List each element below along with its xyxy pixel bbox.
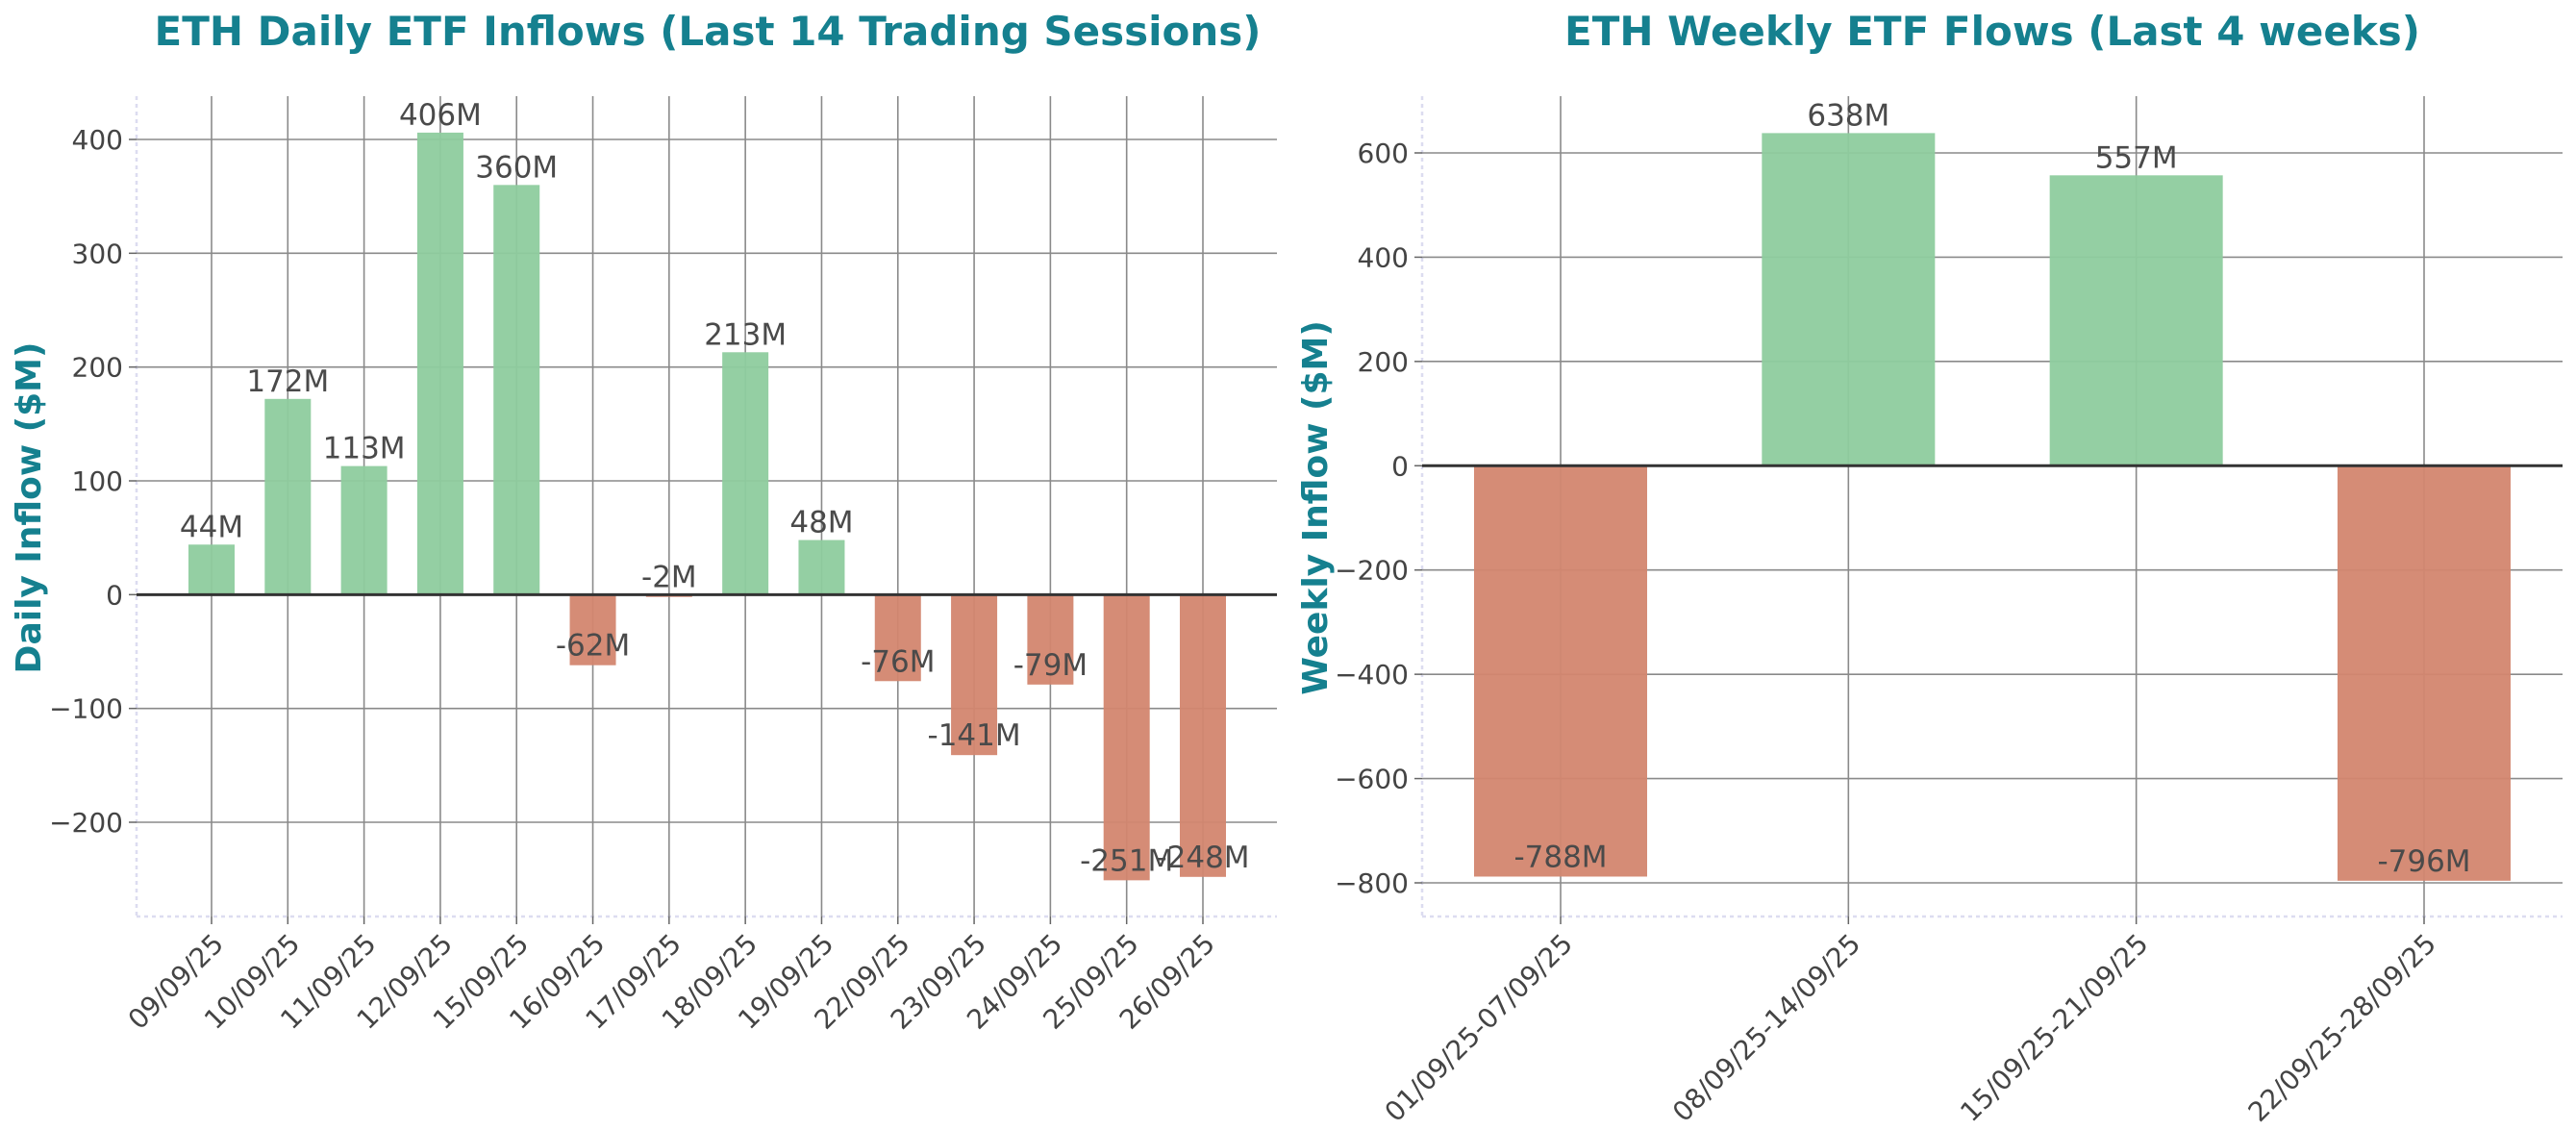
daily-plot-area: −200 −100 0 100 200 300 400 44M 172M 113M 406M 360M…	[49, 96, 1277, 1036]
x-tick-label: 08/09/25-14/09/25	[1666, 928, 1866, 1128]
bar	[264, 398, 312, 595]
y-tick-label: −200	[1335, 555, 1409, 587]
x-tick-label: 15/09/25-21/09/25	[1954, 928, 2154, 1128]
y-tick-label: −200	[49, 807, 123, 839]
data-label: -2M	[641, 561, 697, 595]
data-label: 213M	[704, 317, 787, 352]
bar	[874, 594, 921, 682]
y-tick-label: −400	[1335, 659, 1409, 691]
bar	[493, 185, 540, 595]
y-tick-label: 400	[72, 124, 123, 156]
y-tick-label: 400	[1358, 241, 1409, 273]
data-label: 172M	[246, 364, 329, 399]
y-tick-label: 0	[1391, 450, 1409, 482]
bar	[340, 465, 388, 595]
data-label: 113M	[323, 432, 406, 466]
data-label: 638M	[1807, 98, 1889, 133]
y-tick-label: 300	[72, 238, 123, 269]
bar	[1103, 594, 1150, 881]
data-label: 44M	[180, 510, 243, 544]
data-label: -62M	[556, 629, 630, 664]
data-label: 406M	[399, 98, 482, 133]
y-tick-label: 600	[1358, 138, 1409, 169]
data-label: -788M	[1513, 840, 1607, 874]
x-tick-label: 01/09/25-07/09/25	[1379, 928, 1579, 1128]
y-tick-label: 0	[106, 579, 123, 611]
data-label: -251M	[1080, 843, 1173, 878]
bar	[722, 352, 769, 595]
data-label: 360M	[475, 150, 558, 185]
daily-chart: ETH Daily ETF Inflows (Last 14 Trading S…	[10, 8, 1277, 1036]
y-tick-label: −100	[49, 693, 123, 725]
y-tick-label: 200	[1358, 346, 1409, 378]
bar	[416, 132, 463, 595]
y-tick-label: −800	[1335, 867, 1409, 899]
weekly-plot-area: −800 −600 −400 −200 0 200 400 600 -788M 638M 557M -…	[1335, 96, 2563, 1128]
weekly-chart-title: ETH Weekly ETF Flows (Last 4 weeks)	[1564, 8, 2420, 55]
bar	[1027, 594, 1074, 685]
bar	[2338, 465, 2511, 881]
y-tick-label: 200	[72, 352, 123, 384]
daily-chart-title: ETH Daily ETF Inflows (Last 14 Trading S…	[155, 8, 1262, 55]
data-label: -796M	[2377, 844, 2470, 879]
bar	[188, 544, 235, 595]
x-tick-label: 22/09/25-28/09/25	[2242, 928, 2442, 1128]
bar	[1474, 465, 1647, 877]
bar	[951, 594, 998, 756]
data-label: -76M	[861, 644, 935, 679]
y-tick-label: 100	[72, 465, 123, 497]
y-tick-label: −600	[1335, 764, 1409, 795]
bar	[798, 540, 845, 595]
data-label: 557M	[2095, 140, 2178, 175]
weekly-chart: ETH Weekly ETF Flows (Last 4 weeks) Week…	[1296, 8, 2563, 1128]
data-label: -141M	[928, 718, 1021, 753]
bar	[2049, 175, 2223, 466]
bar	[1180, 594, 1226, 877]
daily-chart-ylabel: Daily Inflow ($M)	[10, 342, 49, 674]
weekly-chart-ylabel: Weekly Inflow ($M)	[1296, 320, 1336, 695]
data-label: 48M	[789, 506, 853, 540]
data-label: -248M	[1156, 841, 1249, 875]
bar	[569, 594, 616, 665]
data-label: -79M	[1013, 648, 1088, 683]
bar	[1762, 133, 1936, 466]
